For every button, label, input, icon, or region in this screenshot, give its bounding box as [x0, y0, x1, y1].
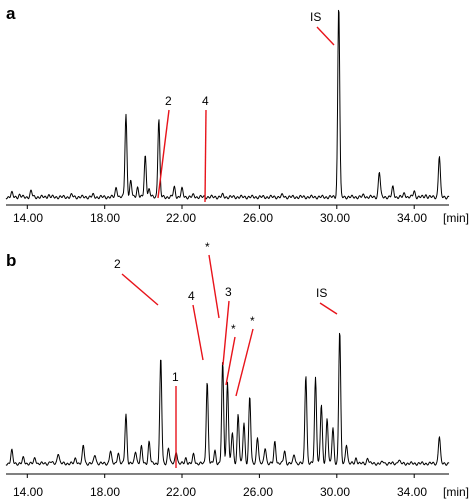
panel-a-leader-is — [316, 26, 335, 46]
panel-b-tick-label-14: 14.00 — [13, 485, 43, 499]
panel-b-leader-2 — [121, 273, 159, 306]
panel-a-annotation-4: 4 — [202, 94, 209, 108]
panel-a-tick-label-26: 26.00 — [243, 211, 273, 225]
panel-b-annotation-3: 3 — [225, 285, 232, 299]
panel-b-annotation-4: 4 — [188, 289, 195, 303]
panel-a-annotation-is: IS — [310, 10, 321, 24]
panel-b-tick-label-30: 30.00 — [320, 485, 350, 499]
panel-a: a 14.00 18.00 22.00 26.00 30.00 34.00 [m… — [5, 4, 469, 225]
panel-a-x-unit: [min] — [443, 211, 469, 225]
panel-b-leader-4 — [192, 304, 204, 361]
panel-a-tick-label-14: 14.00 — [13, 211, 43, 225]
panel-b-label: b — [6, 251, 16, 270]
panel-a-leader-4 — [204, 109, 207, 203]
panel-b-tick-label-18: 18.00 — [90, 485, 120, 499]
panel-a-annotation-2: 2 — [165, 94, 172, 108]
panel-a-x-ticks — [26, 205, 415, 209]
panel-b-leader-star-2 — [225, 336, 236, 386]
panel-a-label: a — [6, 4, 16, 23]
panel-b-annotation-2: 2 — [114, 257, 121, 271]
panel-b-leader-is — [319, 302, 338, 315]
panel-b-leader-3 — [222, 300, 230, 366]
panel-a-chromatogram-trace — [5, 9, 450, 200]
panel-b-leader-star-3 — [235, 328, 254, 397]
panel-a-leader-2 — [157, 109, 170, 199]
panel-b-tick-label-26: 26.00 — [243, 485, 273, 499]
panel-b-annotation-star-2: * — [231, 322, 236, 336]
panel-b-chromatogram-trace — [5, 332, 450, 466]
panel-b-annotation-star-1: * — [205, 240, 210, 254]
panel-a-tick-label-30: 30.00 — [320, 211, 350, 225]
panel-a-tick-label-22: 22.00 — [166, 211, 196, 225]
panel-b-annotation-is: IS — [316, 286, 327, 300]
panel-b-x-unit: [min] — [443, 485, 469, 499]
panel-a-tick-label-34: 34.00 — [397, 211, 427, 225]
panel-b-annotation-1: 1 — [172, 370, 179, 384]
panel-b-tick-label-22: 22.00 — [166, 485, 196, 499]
panel-b-annotation-star-3: * — [250, 314, 255, 328]
panel-b-leader-star-1 — [208, 254, 220, 319]
panel-b: b 14.00 18.00 22.00 26.00 30.00 34.00 [m… — [5, 240, 469, 499]
panel-b-x-ticks — [26, 474, 415, 478]
panel-a-tick-label-18: 18.00 — [90, 211, 120, 225]
panel-b-tick-label-34: 34.00 — [397, 485, 427, 499]
